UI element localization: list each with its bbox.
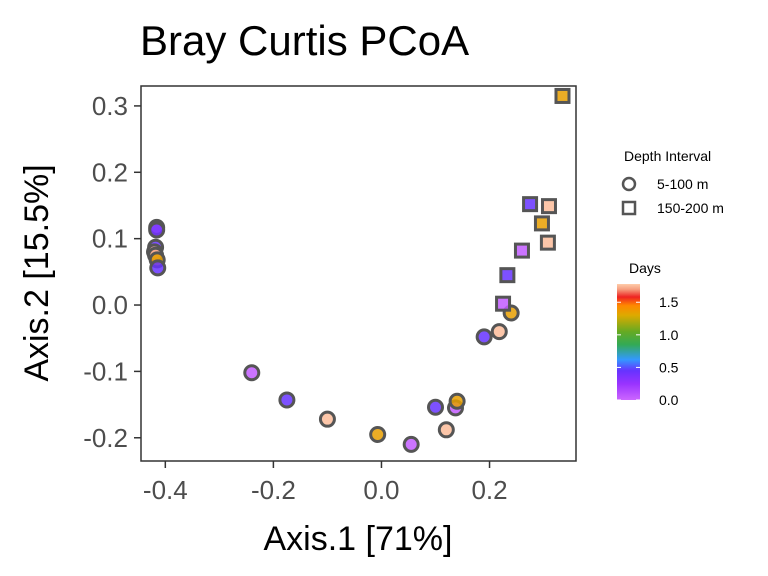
point-circle-7 — [243, 364, 261, 382]
color-bar-ticks: 0.0 0.5 1.0 1.5 — [617, 294, 679, 408]
point-circle-16 — [475, 328, 493, 346]
shape-legend-entries: 5-100 m 150-200 m — [621, 176, 724, 216]
legend-circle-key — [621, 176, 637, 192]
point-circle-1 — [148, 221, 166, 239]
x-tick-label-1: -0.2 — [251, 475, 296, 505]
x-tick-label-3: 0.2 — [471, 475, 507, 505]
point-circle-15 — [448, 392, 466, 410]
point-square-25 — [540, 198, 557, 215]
shape-legend: Depth Interval 5-100 m 150-200 m — [621, 148, 724, 216]
color-legend: Days 0.0 0.5 1.0 1.5 — [617, 260, 679, 408]
point-circle-8 — [278, 391, 296, 409]
shape-legend-label-0: 5-100 m — [657, 176, 708, 192]
point-circle-17 — [490, 323, 508, 341]
point-circle-12 — [427, 398, 445, 416]
color-tick-label-1: 0.5 — [659, 359, 679, 375]
points-layer — [146, 87, 571, 453]
point-circle-6 — [149, 259, 167, 277]
color-tick-label-3: 1.5 — [659, 294, 679, 310]
color-tick-label-0: 0.0 — [659, 392, 679, 408]
x-axis: -0.4 -0.2 0.0 0.2 — [143, 461, 508, 505]
shape-legend-label-1: 150-200 m — [657, 200, 724, 216]
chart-title: Bray Curtis PCoA — [140, 17, 469, 64]
point-square-23 — [533, 215, 550, 232]
color-tick-label-2: 1.0 — [659, 327, 679, 343]
x-axis-title: Axis.1 [71%] — [264, 520, 453, 558]
point-circle-11 — [402, 435, 420, 453]
point-square-21 — [513, 242, 530, 259]
shape-legend-title: Depth Interval — [624, 148, 711, 164]
point-square-26 — [554, 87, 571, 104]
point-square-20 — [499, 267, 516, 284]
y-tick-label-5: -0.2 — [83, 423, 128, 453]
y-tick-label-4: -0.1 — [83, 356, 128, 386]
point-circle-9 — [318, 410, 336, 428]
point-square-22 — [522, 196, 539, 213]
y-tick-label-2: 0.1 — [92, 224, 128, 254]
color-bar — [617, 284, 640, 400]
point-circle-10 — [369, 425, 387, 443]
y-tick-label-0: 0.3 — [92, 91, 128, 121]
color-legend-title: Days — [629, 260, 661, 276]
x-tick-label-0: -0.4 — [143, 475, 188, 505]
x-tick-label-2: 0.0 — [363, 475, 399, 505]
point-circle-13 — [437, 421, 455, 439]
y-tick-label-3: 0.0 — [92, 290, 128, 320]
legend-square-key — [621, 200, 637, 216]
point-square-19 — [495, 295, 512, 312]
y-axis: 0.3 0.2 0.1 0.0 -0.1 -0.2 — [83, 91, 141, 453]
y-tick-label-1: 0.2 — [92, 157, 128, 187]
y-axis-title: Axis.2 [15.5%] — [18, 164, 56, 381]
point-square-24 — [539, 234, 556, 251]
